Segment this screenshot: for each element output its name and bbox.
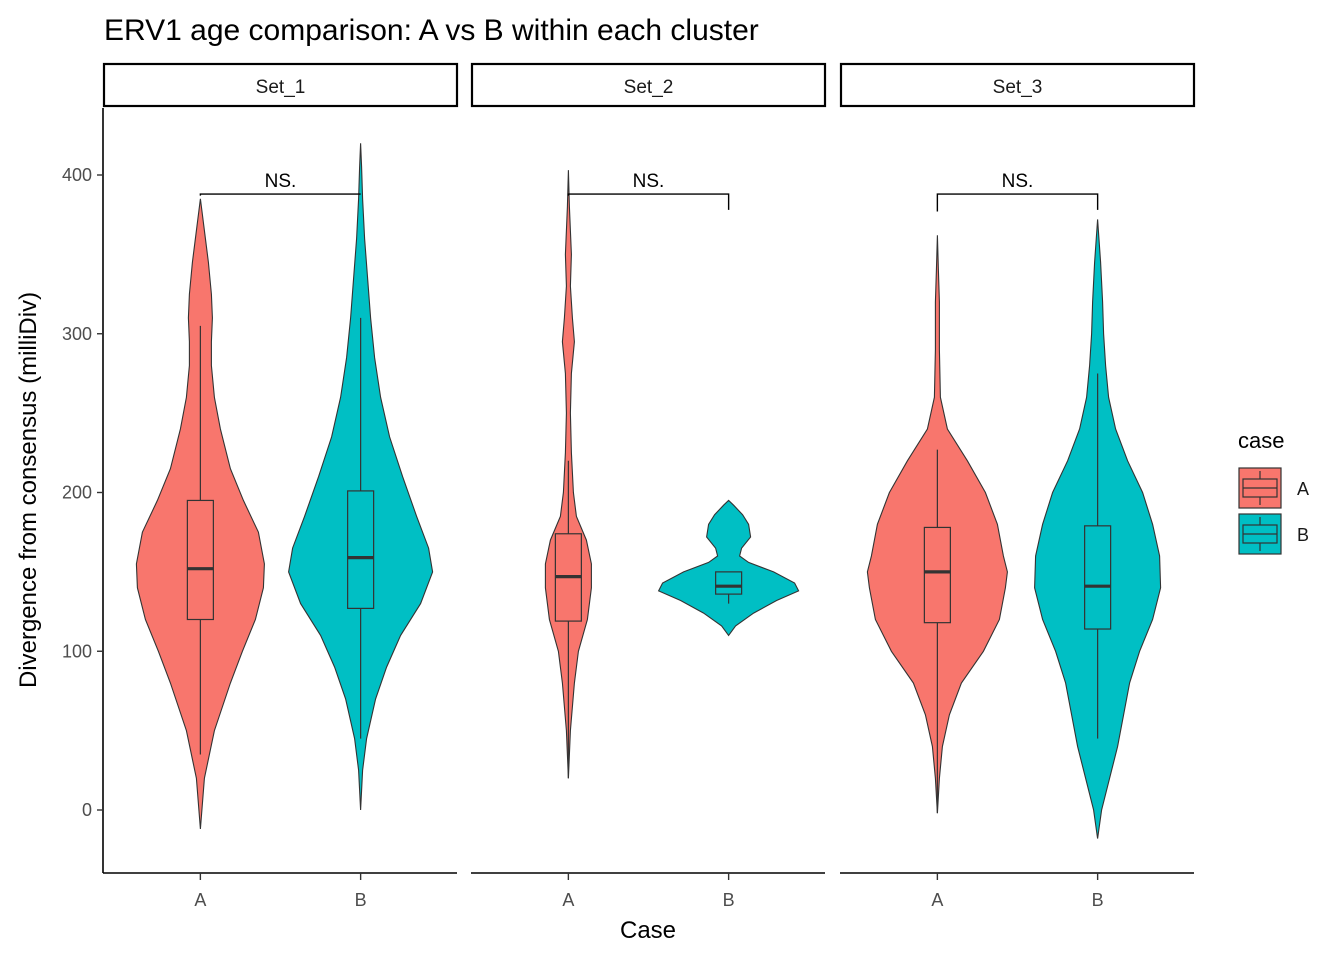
boxplot-b [1084, 373, 1112, 739]
facet-strip [470, 62, 827, 108]
x-tick-label: B [355, 890, 367, 910]
bracket-line [567, 193, 730, 210]
bracket-line [936, 193, 1099, 212]
box [715, 571, 743, 595]
y-axis-title: Divergence from consensus (milliDiv) [15, 292, 42, 688]
x-axis-title: Case [620, 917, 676, 944]
violin-b [657, 499, 800, 637]
boxplot-a [554, 460, 582, 779]
chart-title: ERV1 age comparison: A vs B within each … [104, 14, 759, 47]
box [1084, 525, 1112, 630]
boxplot-b [347, 317, 375, 739]
facet-strip-label: Set_3 [993, 77, 1043, 98]
legend-label: B [1297, 525, 1309, 545]
significance-bracket: NS. [567, 171, 730, 210]
box [347, 490, 375, 609]
significance-label: NS. [633, 171, 665, 192]
facet-strip [102, 62, 459, 108]
y-tick-label: 200 [62, 483, 92, 503]
significance-bracket: NS. [199, 171, 361, 196]
facet-strip-label: Set_1 [256, 77, 306, 98]
facet-panel-set-1: Set_1 0 100 200 300 400 A B NS. [62, 62, 459, 910]
bracket-line [199, 193, 361, 196]
facet-strip [839, 62, 1196, 108]
significance-label: NS. [265, 171, 297, 192]
significance-bracket: NS. [936, 171, 1099, 212]
y-tick-label: 400 [62, 165, 92, 185]
legend-entry-a: A [1238, 467, 1309, 509]
x-tick-label: A [562, 890, 574, 910]
y-tick-label: 0 [82, 800, 92, 820]
facet-panel-set-3: Set_3 A B NS. [839, 62, 1196, 910]
boxplot-a [186, 325, 214, 755]
x-tick-label: B [1092, 890, 1104, 910]
y-tick-label: 100 [62, 641, 92, 661]
legend-title: case [1238, 428, 1284, 453]
legend: case A B [1238, 428, 1309, 555]
boxplot-a [923, 449, 951, 814]
legend-label: A [1297, 479, 1309, 499]
boxplot-b [715, 571, 743, 604]
y-tick-label: 300 [62, 324, 92, 344]
facet-panels: Set_1 0 100 200 300 400 A B NS. Set_2 A B NS. Set_3 A B… [62, 62, 1196, 910]
box [923, 526, 951, 624]
facet-panel-set-2: Set_2 A B NS. [470, 62, 827, 910]
facet-strip-label: Set_2 [624, 77, 674, 98]
significance-label: NS. [1002, 171, 1034, 192]
box [186, 499, 214, 621]
x-tick-label: A [931, 890, 943, 910]
x-tick-label: B [723, 890, 735, 910]
x-tick-label: A [194, 890, 206, 910]
legend-entry-b: B [1238, 513, 1309, 555]
